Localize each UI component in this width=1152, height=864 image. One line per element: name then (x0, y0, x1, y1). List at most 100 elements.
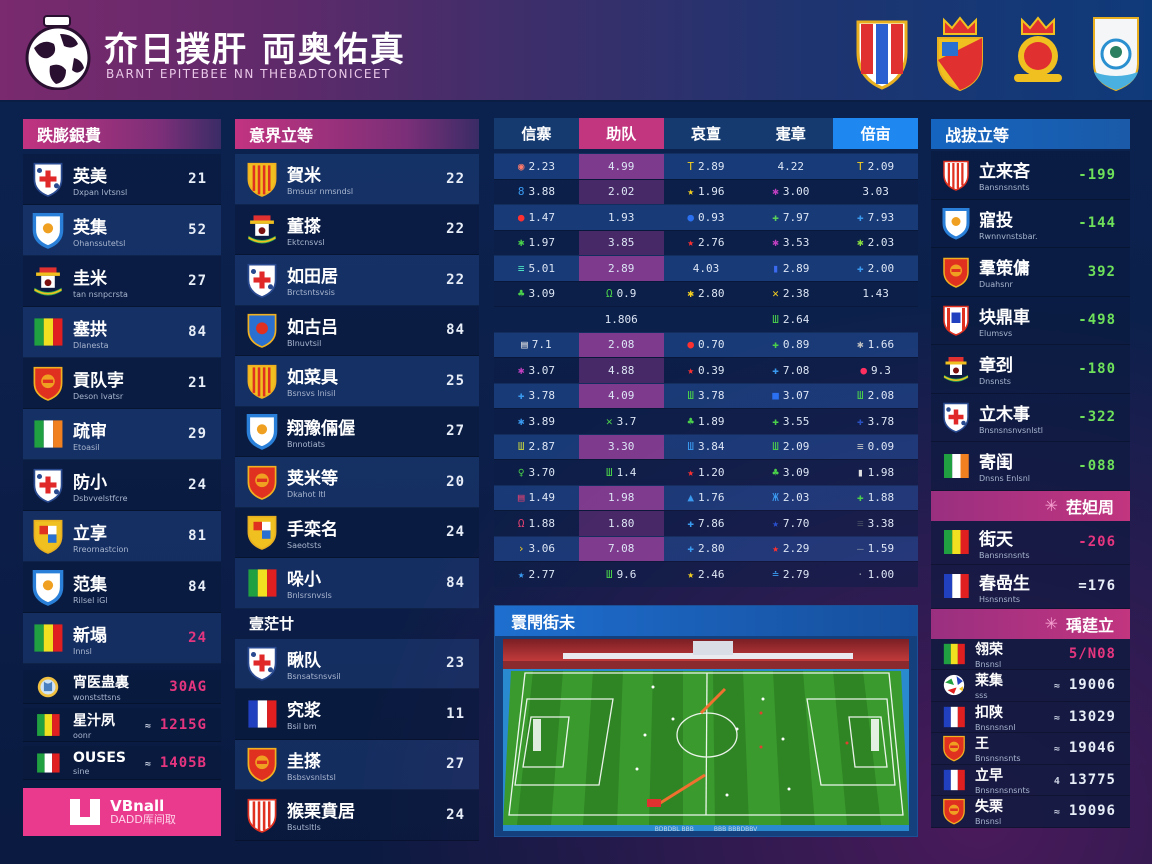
odds-cell[interactable]: 1.80 (578, 511, 664, 536)
team-row[interactable]: 哚小 Bnlsrsnvsls 84 (235, 558, 479, 609)
team-row[interactable]: 董搽 Ektcnsvsl 22 (235, 204, 479, 255)
team-row[interactable]: 疏审 Etoasil 29 (23, 409, 221, 460)
odds-cell[interactable]: 1.98 (578, 485, 664, 510)
odds-cell[interactable]: Ω 1.88 (494, 511, 579, 536)
odds-cell[interactable]: 2.08 (578, 332, 664, 357)
team-row[interactable]: 翎荣 Bnsnsl 5/N08 (931, 638, 1130, 670)
odds-cell[interactable]: Ж 2.03 (748, 486, 833, 511)
odds-cell[interactable]: –1.59 (833, 537, 918, 562)
odds-column-header[interactable]: 寁章 (748, 118, 834, 149)
odds-row[interactable]: Ш 2.87 3.30 Ш 3.84 Ш 2.09 ≡ 0.09 (494, 433, 918, 460)
odds-cell[interactable]: ▮ 2.89 (748, 256, 833, 281)
team-row[interactable]: 英美 Dxpan lvtsnsl 21 (23, 154, 221, 205)
odds-cell[interactable]: ✚ 3.78 (833, 409, 918, 434)
crest-red-blue-stripes-icon[interactable] (852, 14, 912, 92)
team-row[interactable]: 立木事 Bnsnsnsnvsnlstl -322 (931, 393, 1130, 442)
crest-white-blue-tree-icon[interactable] (1086, 14, 1146, 92)
team-row[interactable]: 翔豫倆偓 Bnnotiats 27 (235, 406, 479, 457)
team-row[interactable]: OUSES sine ≈1405B (23, 746, 221, 780)
odds-cell[interactable]: 3.03 (833, 180, 918, 205)
odds-cell[interactable]: ▤ 1.49 (494, 486, 579, 511)
odds-cell[interactable]: Ш 3.84 (664, 435, 749, 460)
odds-cell[interactable]: ✱ 1.66 (833, 333, 918, 358)
odds-row[interactable]: ◉ 2.23 4.99 T 2.89 4.22 T 2.09 (494, 153, 918, 179)
odds-cell[interactable]: 4.88 (578, 358, 664, 383)
odds-cell[interactable]: ✕ 3.7 (579, 409, 664, 434)
team-row[interactable]: 星汁夙 oonr ≈1215G (23, 708, 221, 742)
odds-cell[interactable]: ✚ 2.00 (833, 256, 918, 281)
odds-column-header[interactable]: 助队 (578, 118, 664, 149)
odds-row[interactable]: ♣ 3.09 Ω 0.9 ✱ 2.80 ✕ 2.38 1.43 (494, 280, 918, 307)
odds-cell[interactable]: ★ 1.20 (664, 460, 749, 485)
odds-cell[interactable]: ★ 2.46 (664, 562, 749, 587)
odds-cell[interactable]: 2.89 (578, 256, 664, 281)
odds-cell[interactable]: ≡ 3.38 (833, 511, 918, 536)
team-row[interactable]: 失栗 Bnsnsl ≈19096 (931, 796, 1130, 828)
odds-cell[interactable]: 1.93 (579, 205, 664, 230)
odds-row[interactable]: ★ 2.77 Ш 9.6 ★ 2.46 ≐ 2.79 · 1.00 (494, 561, 918, 587)
team-row[interactable]: 貢队孛 Deson lvatsr 21 (23, 358, 221, 409)
odds-cell[interactable]: ✱ 3.53 (748, 231, 833, 256)
odds-column-header[interactable]: 倍亩 (833, 118, 918, 149)
odds-cell[interactable]: 4.03 (664, 256, 749, 281)
odds-cell[interactable]: Ω 0.9 (579, 282, 664, 307)
team-row[interactable]: 扣陕 Bnsnsnsnl ≈13029 (931, 701, 1130, 733)
odds-cell[interactable]: ● 1.47 (494, 205, 579, 230)
odds-cell[interactable]: ★ 2.76 (664, 231, 749, 256)
team-row[interactable]: 羣策傭 Duahsnr 392 (931, 248, 1130, 297)
odds-row[interactable]: ✱ 1.97 3.85 ★ 2.76 ✱ 3.53 ✱ 2.03 (494, 229, 918, 256)
odds-cell[interactable]: ✚ 7.08 (748, 358, 833, 383)
team-row[interactable]: 英集 Ohanssutetsl 52 (23, 205, 221, 256)
team-row[interactable]: 圭米 tan nsnpcrsta 27 (23, 256, 221, 307)
odds-cell[interactable]: ✱ 2.03 (833, 231, 918, 256)
odds-cell[interactable]: ✱ 1.97 (494, 231, 579, 256)
odds-cell[interactable]: 3.30 (578, 434, 664, 459)
odds-cell[interactable]: Ш 3.78 (664, 384, 749, 409)
odds-cell[interactable]: ✕ 2.38 (748, 282, 833, 307)
crest-crown-yellow-red-icon[interactable] (930, 14, 990, 92)
odds-cell[interactable]: ★ 2.77 (494, 562, 579, 587)
odds-cell[interactable]: ✚ 7.86 (664, 511, 749, 536)
odds-cell[interactable]: ▲ 1.76 (664, 486, 749, 511)
team-row[interactable]: 春嵒生 Hsnsnsnts =176 (931, 564, 1130, 609)
odds-row[interactable]: ▤ 7.1 2.08 ● 0.70 ✚ 0.89 ✱ 1.66 (494, 331, 918, 358)
odds-cell[interactable]: ♀ 3.70 (494, 460, 579, 485)
odds-cell[interactable]: ≡ 5.01 (494, 256, 579, 281)
odds-row[interactable]: ♀ 3.70 Ш 1.4 ★ 1.20 ♣ 3.09 ▮ 1.98 (494, 459, 918, 485)
odds-cell[interactable]: 4.22 (748, 154, 833, 179)
odds-cell[interactable]: ✱ 2.80 (664, 282, 749, 307)
odds-column-header[interactable]: 信寨 (494, 118, 579, 149)
team-row[interactable]: 如菜具 Bsnsvs lnisil 25 (235, 356, 479, 407)
odds-cell[interactable]: ★ 2.29 (748, 537, 833, 562)
team-row[interactable]: 如田居 Brctsntsvsis 22 (235, 255, 479, 306)
odds-cell[interactable]: ✚ 0.89 (748, 333, 833, 358)
odds-cell[interactable]: ≐ 2.79 (748, 562, 833, 587)
odds-row[interactable]: › 3.06 7.08 ✚ 2.80 ★ 2.29–1.59 (494, 535, 918, 562)
odds-cell[interactable]: T 2.89 (664, 154, 749, 179)
odds-row[interactable]: 1.806 Ш 2.64 (494, 306, 918, 332)
team-row[interactable]: 章刭 Dnsnsts -180 (931, 345, 1130, 394)
promo-banner[interactable]: VBnall DADD厍间取 (23, 788, 221, 836)
odds-cell[interactable]: 4.09 (578, 383, 664, 408)
team-row[interactable]: 瞅队 Bsnsatsnsvsil 23 (235, 638, 479, 689)
odds-cell[interactable]: 7.08 (578, 536, 664, 561)
odds-cell[interactable]: 3.85 (578, 230, 664, 255)
team-row[interactable]: 宵医蛊裏 wonststtsns 30AG (23, 670, 221, 704)
odds-row[interactable]: ✚ 3.78 4.09 Ш 3.78 ■ 3.07 Ш 2.08 (494, 382, 918, 409)
football-pitch-view[interactable] (503, 639, 909, 831)
team-row[interactable]: 如古吕 Blnuvtsil 84 (235, 305, 479, 356)
odds-cell[interactable]: Ш 2.08 (833, 384, 918, 409)
team-row[interactable]: 块鼎車 Elumsvs -498 (931, 296, 1130, 345)
odds-cell[interactable]: ▤ 7.1 (494, 333, 579, 358)
odds-cell[interactable]: ▮ 1.98 (833, 460, 918, 485)
team-row[interactable]: 莱集 sss ≈19006 (931, 670, 1130, 702)
odds-cell[interactable]: ✚ 1.88 (833, 486, 918, 511)
odds-cell[interactable]: 4.99 (578, 154, 664, 179)
odds-cell[interactable]: Ш 9.6 (579, 562, 664, 587)
team-row[interactable]: 王 Bnsnsnsnts ≈19046 (931, 733, 1130, 765)
odds-cell[interactable]: ♣ 3.09 (494, 282, 579, 307)
odds-cell[interactable]: ● 9.3 (833, 358, 918, 383)
odds-cell[interactable] (664, 307, 749, 332)
odds-cell[interactable]: › 3.06 (494, 537, 579, 562)
odds-cell[interactable]: ✱ 3.07 (494, 358, 579, 383)
